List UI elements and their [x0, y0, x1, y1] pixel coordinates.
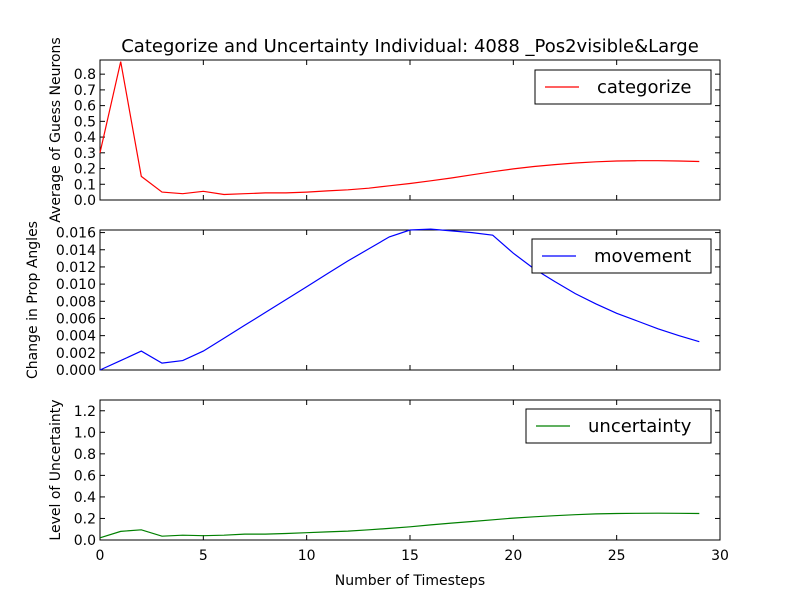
x-tick-label: 20 [504, 548, 522, 564]
legend-label-uncertainty: uncertainty [588, 416, 692, 437]
y-tick-label-categorize: 0.1 [74, 177, 96, 193]
y-tick-label-categorize: 0.7 [74, 83, 96, 99]
y-tick-label-movement: 0.008 [56, 294, 96, 310]
y-tick-label-categorize: 0.4 [74, 130, 96, 146]
legend-label-movement: movement [594, 246, 691, 267]
y-tick-label-movement: 0.012 [56, 260, 96, 276]
y-tick-label-movement: 0.000 [56, 363, 96, 379]
y-tick-label-uncertainty: 0.8 [74, 447, 96, 463]
y-tick-label-uncertainty: 0.6 [74, 468, 96, 484]
y-tick-label-categorize: 0.6 [74, 99, 96, 115]
y-tick-label-categorize: 0.0 [74, 193, 96, 209]
y-axis-label-movement: Change in Prop Angles [25, 221, 41, 379]
y-tick-label-movement: 0.006 [56, 311, 96, 327]
y-tick-label-movement: 0.004 [56, 329, 96, 345]
y-tick-label-uncertainty: 0.2 [74, 511, 96, 527]
y-tick-label-movement: 0.016 [56, 226, 96, 242]
legend-label-categorize: categorize [597, 77, 691, 98]
x-tick-label: 15 [401, 548, 419, 564]
y-axis-label-uncertainty: Level of Uncertainty [48, 399, 64, 540]
y-tick-label-categorize: 0.2 [74, 162, 96, 178]
x-tick-label: 30 [711, 548, 729, 564]
y-tick-label-categorize: 0.3 [74, 146, 96, 162]
y-tick-label-uncertainty: 1.2 [74, 404, 96, 420]
y-tick-label-uncertainty: 0.0 [74, 533, 96, 549]
x-tick-label: 0 [96, 548, 105, 564]
panel-categorize: 0.00.10.20.30.40.50.60.70.8 categorize [74, 59, 721, 209]
y-tick-label-movement: 0.002 [56, 346, 96, 362]
series-line-movement [99, 228, 700, 371]
y-tick-label-categorize: 0.5 [74, 114, 96, 130]
y-tick-label-uncertainty: 1.0 [74, 425, 96, 441]
panel-uncertainty: 0 5 10 15 20 25 30 0.0 0.2 0.4 0.6 0.8 1.0 1.2 uncerta… [74, 399, 729, 564]
x-tick-label: 10 [298, 548, 316, 564]
x-tick-label: 5 [199, 548, 208, 564]
series-line-uncertainty [99, 512, 700, 539]
y-tick-label-movement: 0.010 [56, 277, 96, 293]
series-line-categorize [99, 61, 700, 196]
x-axis-label: Number of Timesteps [335, 573, 485, 589]
y-tick-label-categorize: 0.8 [74, 67, 96, 83]
chart-title: Categorize and Uncertainty Individual: 4… [121, 36, 699, 57]
y-tick-label-uncertainty: 0.4 [74, 490, 96, 506]
x-tick-label: 25 [608, 548, 626, 564]
y-axis-label-categorize: Average of Guess Neurons [48, 37, 64, 222]
y-tick-label-movement: 0.014 [56, 243, 96, 259]
